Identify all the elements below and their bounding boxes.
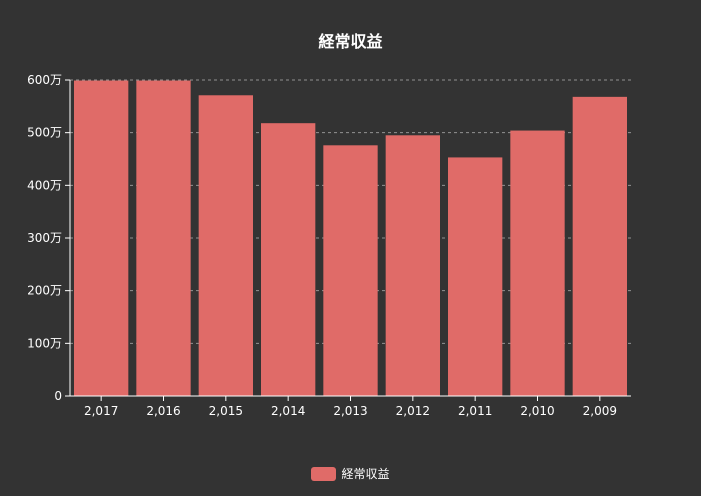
x-tick-label: 2,016 (146, 404, 180, 418)
x-tick-label: 2,010 (520, 404, 554, 418)
legend-swatch (311, 466, 337, 481)
x-tick-label: 2,009 (583, 404, 617, 418)
y-tick-labels: 0 100万 200万 300万 400万 500万 600万 (27, 73, 62, 403)
x-tick-label: 2,013 (333, 404, 367, 418)
x-tick-label: 2,014 (271, 404, 305, 418)
x-tick-label: 2,011 (458, 404, 492, 418)
bars (74, 80, 627, 397)
chart-title: 経常収益 (318, 32, 383, 51)
legend: 経常収益 (0, 465, 701, 482)
y-tick-label: 0 (54, 389, 62, 403)
x-tick-labels: 2,017 2,016 2,015 2,014 2,013 2,012 2,011 2,010… (84, 404, 617, 418)
bar[interactable] (323, 145, 378, 396)
y-tick-label: 300万 (27, 231, 62, 245)
y-tick-label: 100万 (27, 336, 62, 350)
bar[interactable] (510, 130, 565, 396)
axes (65, 79, 631, 401)
bar[interactable] (136, 80, 191, 396)
bar[interactable] (572, 96, 627, 396)
bar[interactable] (198, 95, 253, 397)
y-tick-label: 200万 (27, 284, 62, 298)
bar[interactable] (261, 123, 316, 396)
y-tick-label: 400万 (27, 178, 62, 192)
x-tick-label: 2,015 (209, 404, 243, 418)
y-tick-label: 600万 (27, 73, 62, 87)
bar[interactable] (448, 157, 503, 396)
legend-item[interactable]: 経常収益 (311, 465, 390, 482)
legend-label: 経常収益 (341, 467, 390, 481)
x-tick-label: 2,017 (84, 404, 118, 418)
bar[interactable] (385, 135, 440, 397)
y-tick-label: 500万 (27, 126, 62, 140)
x-tick-label: 2,012 (396, 404, 430, 418)
bar[interactable] (74, 80, 129, 396)
